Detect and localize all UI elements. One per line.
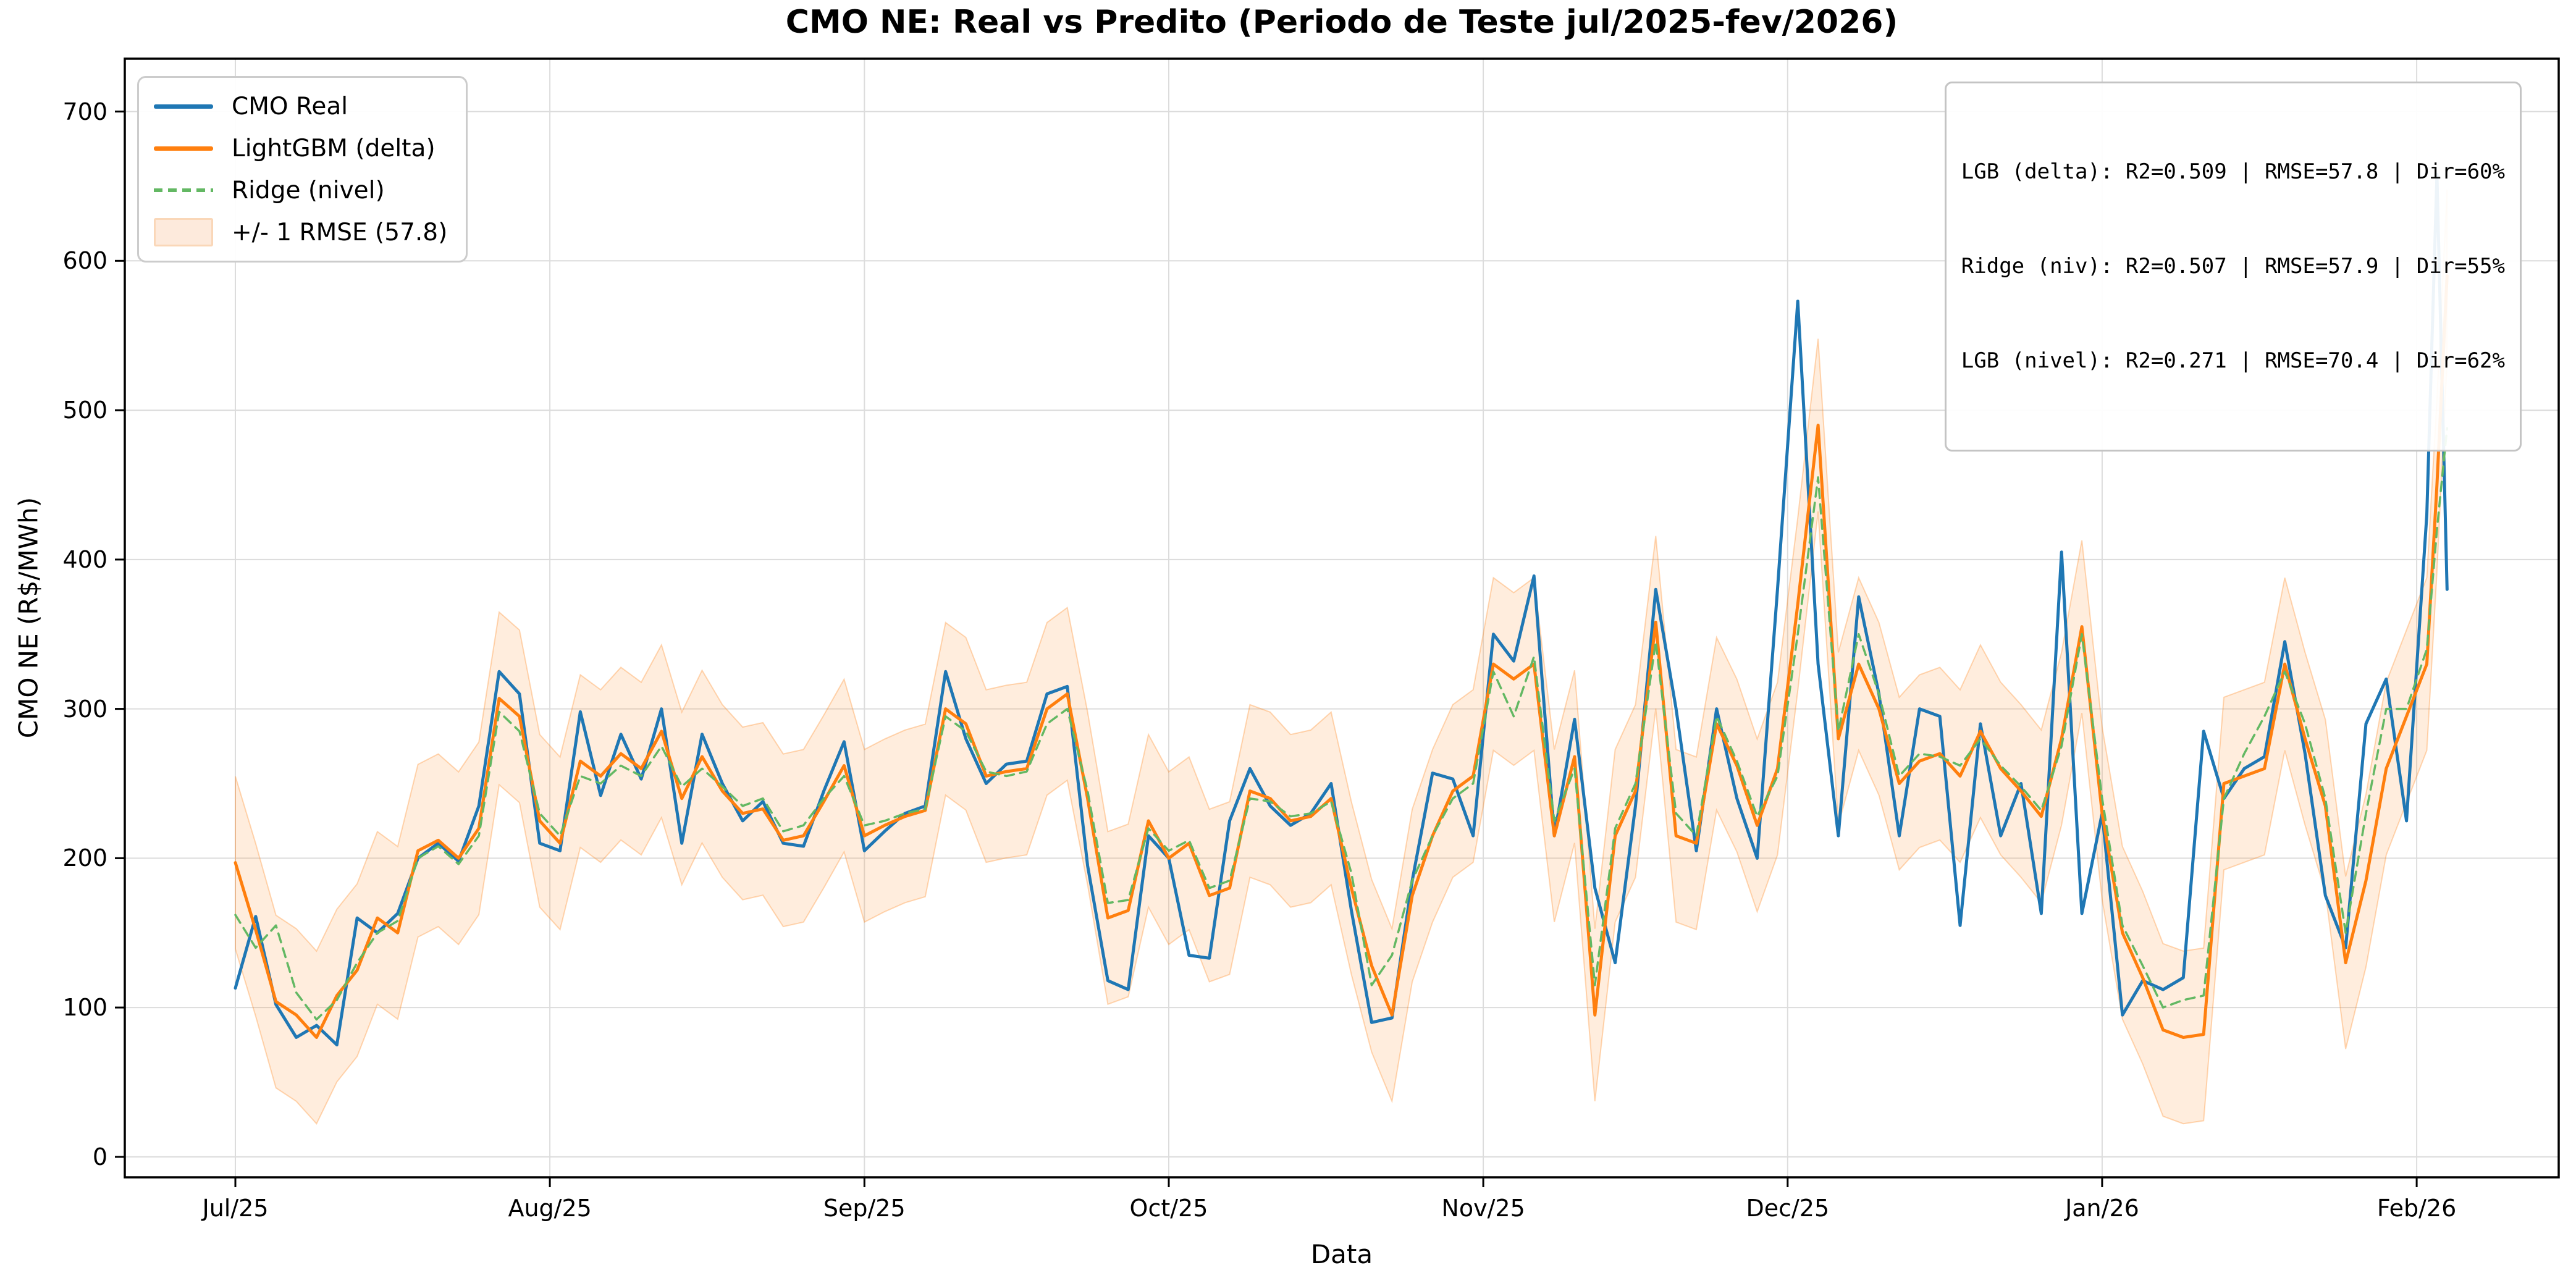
chart-title: CMO NE: Real vs Predito (Periodo de Test… <box>785 4 1898 41</box>
legend-item-rmse-band: +/- 1 RMSE (57.8) <box>154 216 447 248</box>
x-tick-label: Sep/25 <box>823 1195 906 1222</box>
legend-band-icon <box>154 218 213 246</box>
y-tick-label: 200 <box>62 844 107 872</box>
x-tick-label: Nov/25 <box>1441 1195 1525 1222</box>
metrics-line-lgb-nivel: LGB (nivel): R2=0.271 | RMSE=70.4 | Dir=… <box>1961 348 2505 373</box>
x-tick-label: Feb/26 <box>2376 1195 2457 1222</box>
legend-label: LightGBM (delta) <box>232 134 436 162</box>
x-axis-title: Data <box>1310 1239 1373 1269</box>
legend-line-icon-blue <box>154 104 213 109</box>
y-tick-label: 600 <box>62 247 107 275</box>
legend-line-icon-orange <box>154 146 213 151</box>
legend-dashed-line-icon-green <box>154 188 213 192</box>
legend-label: CMO Real <box>232 92 348 120</box>
metrics-box: LGB (delta): R2=0.509 | RMSE=57.8 | Dir=… <box>1944 82 2522 452</box>
legend: CMO Real LightGBM (delta) Ridge (nivel) … <box>137 76 468 263</box>
x-tick-label: Dec/25 <box>1746 1195 1830 1222</box>
legend-item-ridge-nivel: Ridge (nivel) <box>154 174 447 206</box>
metrics-line-lgb-delta: LGB (delta): R2=0.509 | RMSE=57.8 | Dir=… <box>1961 159 2505 184</box>
y-tick-label: 500 <box>62 397 107 424</box>
x-tick-label: Jul/25 <box>202 1195 269 1222</box>
y-tick-label: 400 <box>62 545 107 573</box>
y-tick-label: 700 <box>62 98 107 125</box>
y-tick-label: 0 <box>92 1143 107 1171</box>
legend-label: +/- 1 RMSE (57.8) <box>232 218 448 246</box>
legend-label: Ridge (nivel) <box>232 176 385 204</box>
legend-item-lightgbm-delta: LightGBM (delta) <box>154 132 447 164</box>
x-tick-label: Oct/25 <box>1129 1195 1208 1222</box>
x-tick-label: Aug/25 <box>508 1195 592 1222</box>
legend-item-cmo-real: CMO Real <box>154 90 447 122</box>
x-tick-label: Jan/26 <box>2065 1195 2139 1222</box>
y-tick-label: 300 <box>62 695 107 723</box>
y-tick-label: 100 <box>62 994 107 1022</box>
metrics-line-ridge-niv: Ridge (niv): R2=0.507 | RMSE=57.9 | Dir=… <box>1961 254 2505 279</box>
